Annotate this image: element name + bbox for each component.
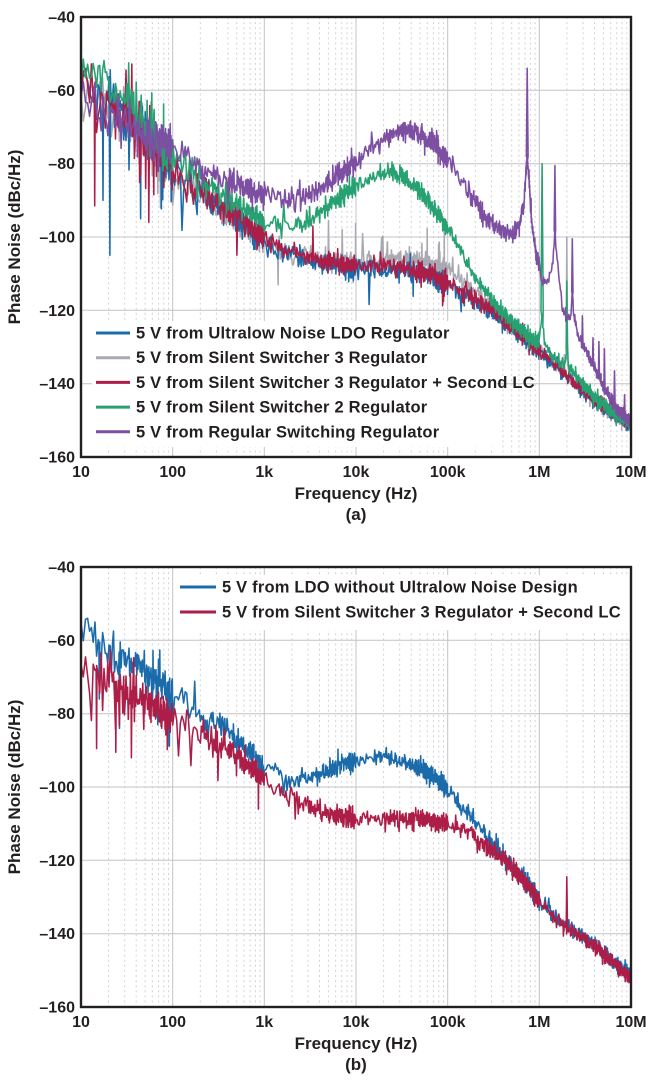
svg-text:–120: –120	[39, 853, 75, 870]
svg-text:5 V from Silent Switcher 2 Reg: 5 V from Silent Switcher 2 Regulator	[136, 399, 428, 417]
svg-text:5 V from Silent Switcher 3 Reg: 5 V from Silent Switcher 3 Regulator + S…	[136, 374, 535, 392]
svg-text:10k: 10k	[343, 464, 370, 481]
svg-text:5 V from Ultralow Noise LDO Re: 5 V from Ultralow Noise LDO Regulator	[136, 325, 450, 343]
svg-text:–80: –80	[48, 156, 75, 173]
svg-text:100: 100	[159, 464, 186, 481]
svg-text:5 V from LDO without Ultralow: 5 V from LDO without Ultralow Noise Desi…	[222, 579, 578, 597]
svg-text:Phase Noise (dBc/Hz): Phase Noise (dBc/Hz)	[5, 700, 24, 875]
svg-text:–140: –140	[39, 926, 75, 943]
svg-text:Frequency (Hz): Frequency (Hz)	[295, 484, 418, 503]
svg-text:10M: 10M	[615, 464, 646, 481]
svg-text:–140: –140	[39, 376, 75, 393]
svg-text:5 V from Silent Switcher 3 Reg: 5 V from Silent Switcher 3 Regulator + S…	[222, 604, 621, 622]
svg-text:100k: 100k	[430, 464, 466, 481]
svg-text:–160: –160	[39, 450, 75, 467]
svg-text:1M: 1M	[528, 1014, 550, 1031]
svg-text:10: 10	[72, 464, 90, 481]
svg-text:–80: –80	[48, 706, 75, 723]
svg-text:Frequency (Hz): Frequency (Hz)	[295, 1034, 418, 1053]
svg-text:(b): (b)	[345, 1055, 367, 1074]
svg-text:10: 10	[72, 1014, 90, 1031]
svg-text:5 V from Regular Switching Reg: 5 V from Regular Switching Regulator	[136, 423, 440, 441]
svg-text:100: 100	[159, 1014, 186, 1031]
svg-text:10k: 10k	[343, 1014, 370, 1031]
svg-text:Phase Noise (dBc/Hz): Phase Noise (dBc/Hz)	[5, 150, 24, 325]
svg-text:–160: –160	[39, 1000, 75, 1017]
svg-text:–60: –60	[48, 633, 75, 650]
svg-text:1k: 1k	[255, 1014, 273, 1031]
svg-text:1M: 1M	[528, 464, 550, 481]
svg-text:–120: –120	[39, 303, 75, 320]
svg-text:100k: 100k	[430, 1014, 466, 1031]
svg-text:(a): (a)	[346, 505, 367, 524]
svg-text:–60: –60	[48, 83, 75, 100]
svg-text:1k: 1k	[255, 464, 273, 481]
svg-text:–40: –40	[48, 10, 75, 27]
svg-text:–100: –100	[39, 230, 75, 247]
svg-text:–40: –40	[48, 560, 75, 577]
svg-text:5 V from Silent Switcher 3 Reg: 5 V from Silent Switcher 3 Regulator	[136, 349, 428, 367]
svg-text:–100: –100	[39, 780, 75, 797]
svg-text:10M: 10M	[615, 1014, 646, 1031]
